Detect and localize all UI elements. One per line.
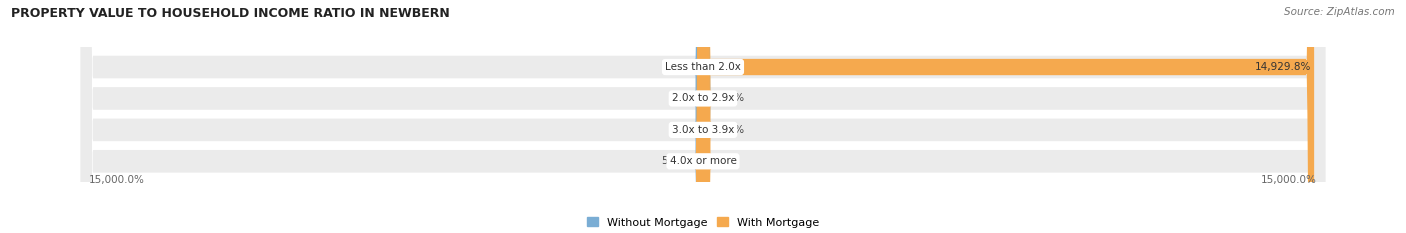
Text: Source: ZipAtlas.com: Source: ZipAtlas.com [1284,7,1395,17]
FancyBboxPatch shape [696,0,711,233]
FancyBboxPatch shape [695,0,711,233]
Text: 4.0x or more: 4.0x or more [669,156,737,166]
Text: 46.8%: 46.8% [711,125,744,135]
FancyBboxPatch shape [80,0,1326,233]
FancyBboxPatch shape [695,0,710,233]
FancyBboxPatch shape [703,0,1315,233]
Text: 14,929.8%: 14,929.8% [1254,62,1310,72]
Text: 3.0x to 3.9x: 3.0x to 3.9x [672,125,734,135]
FancyBboxPatch shape [695,0,711,233]
Text: 15,000.0%: 15,000.0% [89,175,145,185]
Text: 36.6%: 36.6% [662,62,696,72]
Text: 39.5%: 39.5% [711,93,744,103]
FancyBboxPatch shape [695,0,711,233]
FancyBboxPatch shape [695,0,709,233]
Text: 2.0x to 2.9x: 2.0x to 2.9x [672,93,734,103]
Text: 6.0%: 6.0% [710,156,735,166]
FancyBboxPatch shape [80,0,1326,233]
Text: 52.3%: 52.3% [662,156,695,166]
FancyBboxPatch shape [697,0,711,233]
Legend: Without Mortgage, With Mortgage: Without Mortgage, With Mortgage [588,217,818,228]
Text: 1.9%: 1.9% [671,93,697,103]
Text: 9.3%: 9.3% [671,125,696,135]
FancyBboxPatch shape [80,0,1326,233]
Text: Less than 2.0x: Less than 2.0x [665,62,741,72]
Text: PROPERTY VALUE TO HOUSEHOLD INCOME RATIO IN NEWBERN: PROPERTY VALUE TO HOUSEHOLD INCOME RATIO… [11,7,450,20]
Text: 15,000.0%: 15,000.0% [1261,175,1317,185]
FancyBboxPatch shape [80,0,1326,233]
